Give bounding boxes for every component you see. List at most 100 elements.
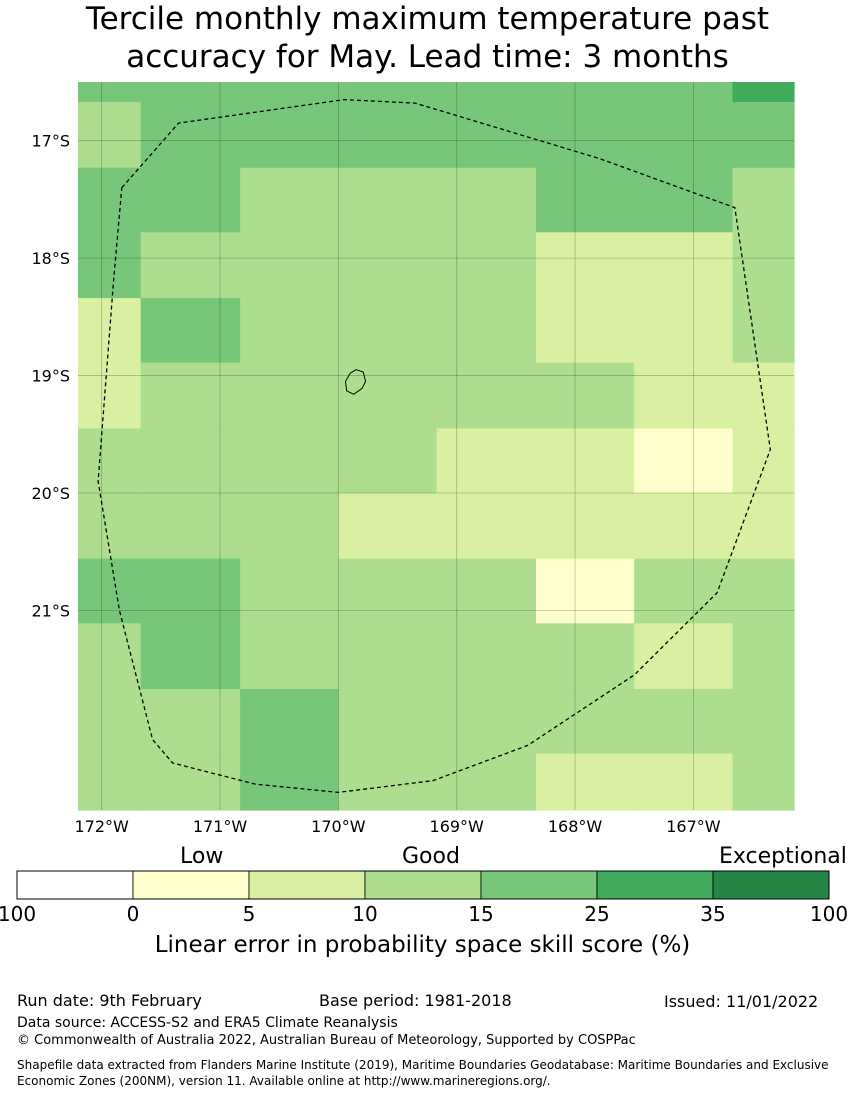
colorbar-bin bbox=[364, 870, 482, 900]
grid-cell bbox=[436, 298, 537, 364]
grid-cell bbox=[634, 101, 734, 169]
colorbar-bin bbox=[712, 870, 830, 900]
grid-cell bbox=[634, 82, 734, 103]
colorbar-bin bbox=[480, 870, 598, 900]
grid-cell bbox=[240, 167, 339, 233]
grid-cell bbox=[240, 232, 339, 299]
shapefile-credit-line-2: Economic Zones (200NM), version 11. Avai… bbox=[17, 1074, 551, 1088]
grid-cell bbox=[732, 101, 795, 169]
grid-cell bbox=[732, 558, 795, 624]
grid-cell bbox=[536, 428, 635, 494]
grid-cell bbox=[536, 753, 635, 811]
category-good: Good bbox=[402, 844, 460, 869]
grid-cell bbox=[536, 167, 635, 233]
colorbar-tick-label: 15 bbox=[468, 902, 494, 926]
grid-cell bbox=[536, 232, 635, 299]
eez-boundary-line bbox=[97, 98, 771, 794]
grid-cell bbox=[436, 232, 537, 299]
base-period: Base period: 1981-2018 bbox=[319, 991, 512, 1010]
grid-cell bbox=[732, 298, 795, 364]
lon-tick-label: 171°W bbox=[193, 817, 248, 836]
colorbar-frame bbox=[16, 870, 830, 900]
grid-cell bbox=[240, 492, 339, 560]
grid-cell bbox=[338, 82, 438, 103]
category-exceptional: Exceptional bbox=[719, 844, 847, 869]
grid-cell bbox=[140, 101, 241, 169]
grid-cell bbox=[78, 362, 142, 429]
colorbar bbox=[16, 870, 830, 900]
grid-cell bbox=[732, 689, 795, 755]
category-low: Low bbox=[180, 844, 224, 869]
grid-cell bbox=[338, 362, 438, 429]
grid-cell bbox=[338, 428, 438, 494]
grid-cell bbox=[634, 492, 734, 560]
grid-cell bbox=[338, 167, 438, 233]
lat-tick-label: 17°S bbox=[31, 132, 70, 151]
grid-cell bbox=[338, 232, 438, 299]
grid-cell bbox=[78, 298, 142, 364]
grid-cell bbox=[536, 623, 635, 690]
grid-cell bbox=[536, 558, 635, 624]
grid-cell bbox=[240, 558, 339, 624]
grid-cell bbox=[634, 558, 734, 624]
colorbar-bin bbox=[596, 870, 714, 900]
grid-cell bbox=[78, 689, 142, 755]
title-line-1: Tercile monthly maximum temperature past bbox=[85, 1, 770, 37]
grid-cell bbox=[436, 101, 537, 169]
grid-cell bbox=[140, 753, 241, 811]
grid-cell bbox=[140, 298, 241, 364]
grid-cell bbox=[140, 362, 241, 429]
colorbar-tick-label: 0 bbox=[126, 902, 140, 926]
grid-cell bbox=[634, 623, 734, 690]
colorbar-tick-label: 10 bbox=[352, 902, 378, 926]
copyright: © Commonwealth of Australia 2022, Austra… bbox=[17, 1033, 636, 1048]
grid-cell bbox=[436, 82, 537, 103]
grid-cell bbox=[732, 623, 795, 690]
colorbar-tick-label: 100 bbox=[809, 902, 849, 926]
grid-cell bbox=[436, 753, 537, 811]
axis-ticks: 17°S 18°S 19°S 20°S 21°S 172°W 171°W 170°W 169°W… bbox=[31, 132, 720, 836]
grid-cell bbox=[436, 492, 537, 560]
grid-cell bbox=[436, 558, 537, 624]
grid-cell bbox=[732, 753, 795, 811]
grid-cell bbox=[140, 558, 241, 624]
grid-cell bbox=[338, 492, 438, 560]
grid-cell bbox=[536, 82, 635, 103]
grid-cell bbox=[78, 492, 142, 560]
grid-cell bbox=[338, 298, 438, 364]
grid-cell bbox=[634, 362, 734, 429]
grid-cell bbox=[732, 232, 795, 299]
run-date: Run date: 9th February bbox=[17, 991, 202, 1010]
grid-cell bbox=[536, 101, 635, 169]
colorbar-bin bbox=[248, 870, 366, 900]
grid-cell bbox=[338, 558, 438, 624]
grid-cell bbox=[78, 428, 142, 494]
lon-tick-label: 168°W bbox=[548, 817, 603, 836]
title-line-2: accuracy for May. Lead time: 3 months bbox=[126, 39, 729, 75]
grid-cell bbox=[78, 82, 142, 103]
grid-cell bbox=[536, 362, 635, 429]
grid-cell bbox=[240, 689, 339, 755]
grid-cell bbox=[436, 623, 537, 690]
grid-cell bbox=[732, 428, 795, 494]
colorbar-bin bbox=[16, 870, 134, 900]
grid-cell bbox=[732, 82, 795, 103]
colorbar-title: Linear error in probability space skill … bbox=[154, 932, 691, 958]
shapefile-credit-line-1: Shapefile data extracted from Flanders M… bbox=[17, 1058, 829, 1072]
grid-cell bbox=[240, 82, 339, 103]
grid-cell bbox=[536, 492, 635, 560]
grid-cell bbox=[634, 428, 734, 494]
skill-cells bbox=[78, 82, 795, 811]
lon-tick-label: 170°W bbox=[311, 817, 366, 836]
graticule bbox=[78, 82, 794, 810]
grid-cell bbox=[140, 82, 241, 103]
eez-boundary bbox=[97, 98, 771, 794]
grid-cell bbox=[436, 362, 537, 429]
grid-cell bbox=[436, 689, 537, 755]
grid-cell bbox=[140, 428, 241, 494]
grid-cell bbox=[732, 167, 795, 233]
grid-cell bbox=[240, 362, 339, 429]
grid-cell bbox=[634, 167, 734, 233]
colorbar-tick-label: 25 bbox=[584, 902, 610, 926]
lon-tick-label: 167°W bbox=[666, 817, 721, 836]
